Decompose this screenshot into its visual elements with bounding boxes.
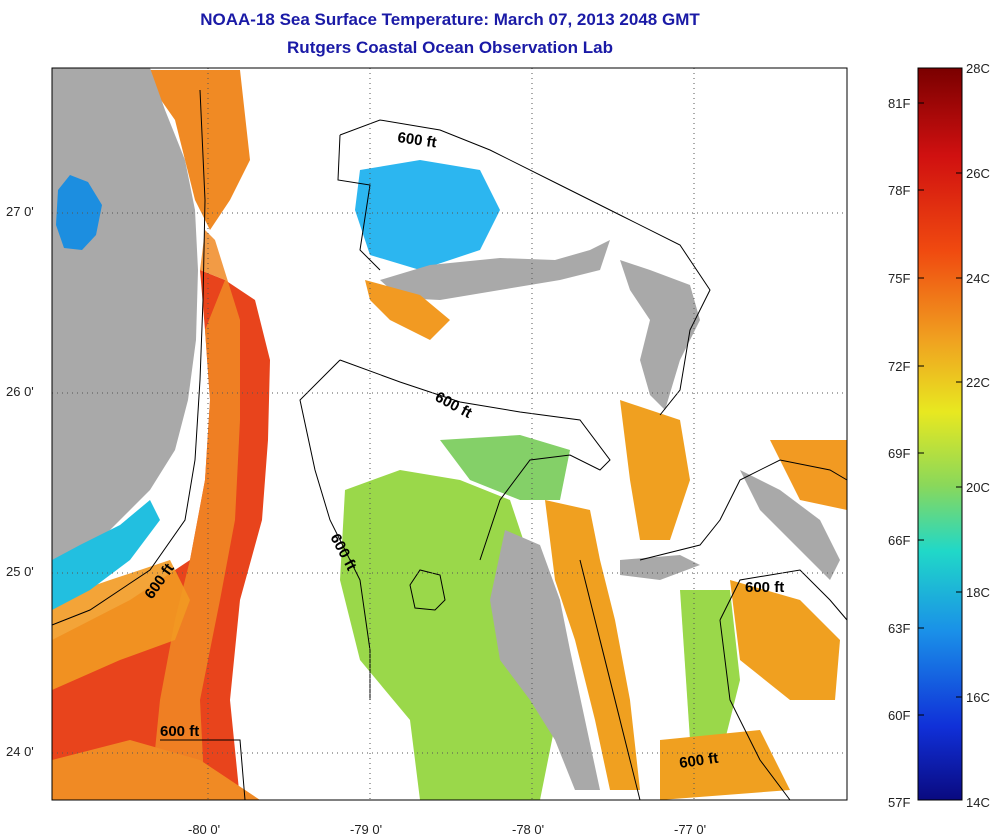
- lake-okeechobee: [56, 175, 102, 250]
- colorbar-label-f: 66F: [888, 533, 911, 548]
- east-green: [680, 590, 740, 760]
- colorbar-label-c: 22C: [966, 375, 990, 390]
- colorbar-label-c: 20C: [966, 480, 990, 495]
- grand-bahama-land: [380, 240, 610, 300]
- contour-label: 600 ft: [678, 750, 719, 772]
- longitude-label: -80 0': [188, 822, 221, 837]
- latitude-label: 25 0': [6, 564, 34, 579]
- far-east-orange: [770, 440, 847, 510]
- colorbar-label-f: 75F: [888, 271, 911, 286]
- andros-land: [490, 530, 600, 790]
- orange-patch-north: [365, 280, 450, 340]
- colorbar: [917, 67, 963, 801]
- colorbar-label-c: 16C: [966, 690, 990, 705]
- longitude-label: -77 0': [674, 822, 707, 837]
- south-warm-band: [52, 560, 190, 690]
- longitude-label: -78 0': [512, 822, 545, 837]
- longitude-label: -79 0': [350, 822, 383, 837]
- map-subtitle: Rutgers Coastal Ocean Observation Lab: [287, 38, 613, 57]
- cat-island-land: [740, 470, 840, 580]
- colorbar-ticks: [918, 102, 962, 716]
- colorbar-label-c: 18C: [966, 585, 990, 600]
- latitude-label: 26 0': [6, 384, 34, 399]
- colorbar-label-f: 72F: [888, 359, 911, 374]
- colorbar-label-f: 57F: [888, 795, 911, 810]
- contour-label: 600 ft: [396, 129, 437, 151]
- tongue-of-ocean-orange: [545, 500, 640, 790]
- colorbar-label-f: 60F: [888, 708, 911, 723]
- latitude-label: 27 0': [6, 204, 34, 219]
- north-coast-orange: [140, 70, 250, 230]
- bimini-green: [440, 435, 570, 500]
- contour-label: 600 ft: [745, 579, 784, 596]
- gulf-stream-edge: [150, 230, 240, 800]
- colorbar-label-f: 81F: [888, 96, 911, 111]
- colorbar-label-f: 63F: [888, 621, 911, 636]
- abaco-land: [620, 260, 700, 410]
- south-east-orange: [660, 730, 790, 800]
- east-orange: [730, 580, 840, 700]
- bathymetry-contours: [51, 89, 848, 801]
- latitude-label: 24 0': [6, 744, 34, 759]
- contour-label: 600 ft: [160, 723, 199, 740]
- colorbar-label-c: 26C: [966, 166, 990, 181]
- colorbar-label-f: 78F: [888, 183, 911, 198]
- colorbar-label-c: 28C: [966, 61, 990, 76]
- florida-bay-cool-water: [52, 500, 160, 610]
- exuma-sound-orange: [620, 400, 690, 540]
- graticule: [52, 68, 847, 800]
- eleuthera-land: [620, 555, 700, 580]
- colorbar-label-c: 14C: [966, 795, 990, 810]
- colorbar-label-c: 24C: [966, 271, 990, 286]
- map-title: NOAA-18 Sea Surface Temperature: March 0…: [200, 10, 700, 29]
- colorbar-label-f: 69F: [888, 446, 911, 461]
- south-warm-region: [52, 740, 260, 800]
- little-bahama-bank-cool: [355, 160, 500, 270]
